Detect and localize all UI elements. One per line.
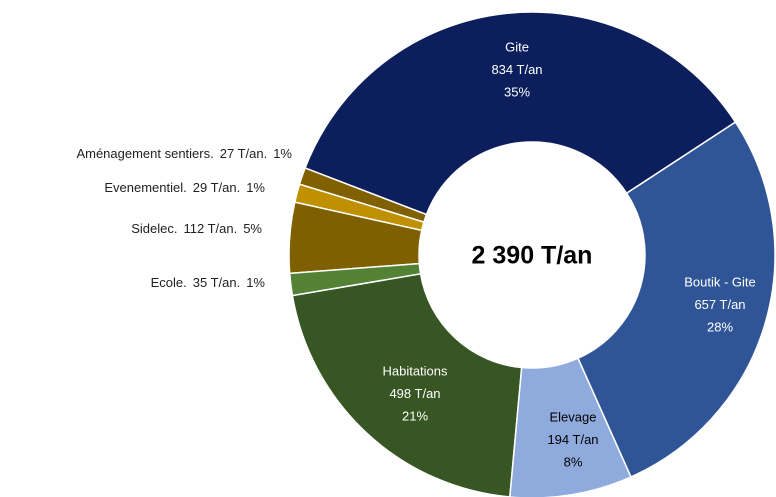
donut-slice [291, 273, 523, 497]
slice-label-part: Evenementiel. [104, 180, 186, 195]
slice-label-part: Sidelec. [131, 221, 177, 236]
slice-label: Ecole. 35 T/an. 1% [151, 275, 266, 290]
slice-label: Boutik - Gite [684, 274, 756, 289]
slice-label: 21% [402, 408, 428, 423]
slice-label-part: 35 T/an. [193, 275, 240, 290]
slice-label: 194 T/an [547, 432, 598, 447]
slice-label: 28% [707, 319, 733, 334]
slice-label: 657 T/an [694, 297, 745, 312]
slice-label: Gite [505, 39, 529, 54]
donut-slice [304, 11, 737, 216]
slice-label: 35% [504, 84, 530, 99]
labels: Gite 834 T/an 35% Boutik - Gite 657 T/an 28% E… [76, 39, 755, 469]
slice-label-part: 1% [246, 180, 265, 195]
slice-label: Aménagement sentiers. 27 T/an. 1% [76, 146, 292, 161]
slice-label-part: Ecole. [151, 275, 187, 290]
slice-label-part: 1% [273, 146, 292, 161]
slice-label-part: Aménagement sentiers. [76, 146, 213, 161]
slice-label: Evenementiel. 29 T/an. 1% [104, 180, 265, 195]
slice-label-part: 5% [243, 221, 262, 236]
center-label: 2 390 T/an [472, 242, 593, 270]
slice-label: 8% [564, 454, 583, 469]
slice-label-part: 1% [246, 275, 265, 290]
slice-label: 834 T/an [491, 62, 542, 77]
slice-label-part: 27 T/an. [220, 146, 267, 161]
slice-label-part: 112 T/an. [183, 221, 237, 236]
slice-label: Elevage [550, 409, 597, 424]
donut-slice [577, 121, 776, 478]
slice-label: 498 T/an [389, 386, 440, 401]
donut-slice [288, 201, 423, 275]
donut-slice [288, 262, 422, 297]
slice-label-part: 29 T/an. [193, 180, 240, 195]
slice-label: Sidelec. 112 T/an. 5% [131, 221, 262, 236]
slice-label: Habitations [382, 363, 448, 378]
